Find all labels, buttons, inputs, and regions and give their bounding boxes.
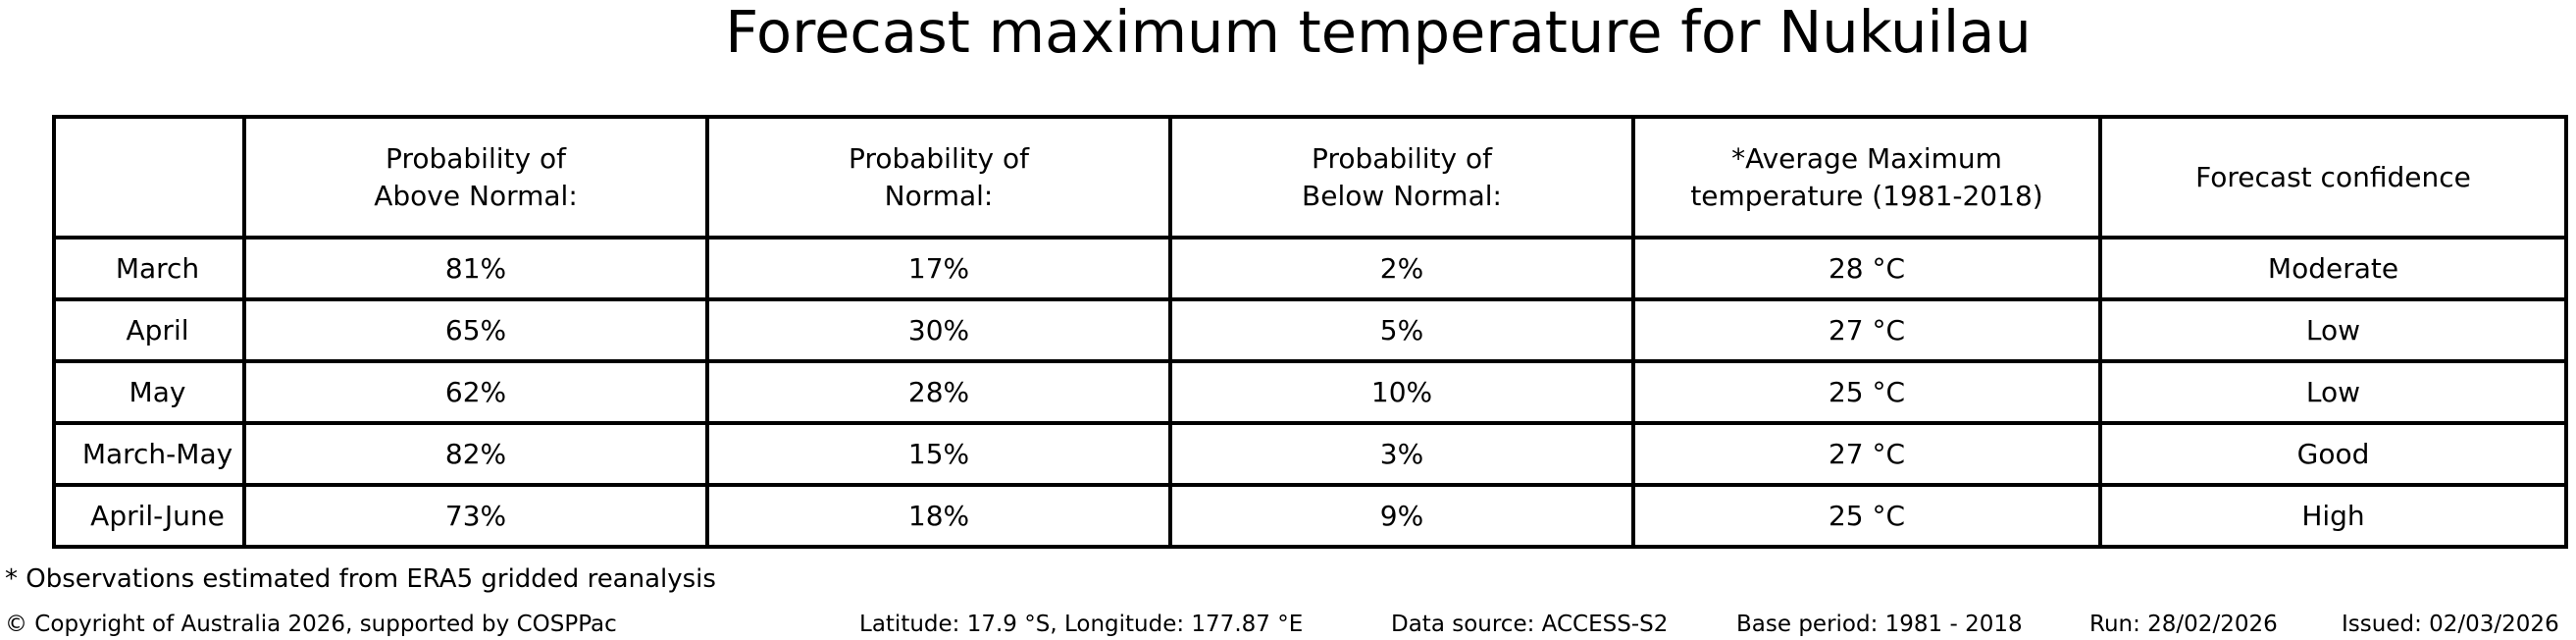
cell-prob-below: 3%: [1168, 421, 1635, 487]
cell-avg-max-temp: 25 °C: [1631, 483, 2102, 549]
table-row-april: April 65% 30% 5% 27 °C Low: [52, 297, 2568, 363]
row-label: May: [52, 359, 246, 425]
column-header-prob-normal: Probability of Normal:: [705, 115, 1172, 240]
row-label: March: [52, 236, 246, 301]
cell-forecast-confidence: Low: [2098, 359, 2568, 425]
cell-prob-below: 9%: [1168, 483, 1635, 549]
lat-long-text: Latitude: 17.9 °S, Longitude: 177.87 °E: [859, 612, 1304, 637]
cell-avg-max-temp: 27 °C: [1631, 297, 2102, 363]
column-header-avg-max-temp: *Average Maximum temperature (1981-2018): [1631, 115, 2102, 240]
row-label: March-May: [52, 421, 246, 487]
cell-avg-max-temp: 27 °C: [1631, 421, 2102, 487]
cell-prob-above: 65%: [242, 297, 709, 363]
cell-prob-normal: 30%: [705, 297, 1172, 363]
table-row-march: March 81% 17% 2% 28 °C Moderate: [52, 236, 2568, 301]
corner-spacer: [52, 115, 246, 240]
issued-date-text: Issued: 02/03/2026: [2342, 612, 2559, 637]
data-source-text: Data source: ACCESS-S2: [1391, 612, 1669, 637]
row-label: April: [52, 297, 246, 363]
base-period-text: Base period: 1981 - 2018: [1736, 612, 2023, 637]
page-title: Forecast maximum temperature for Nukuila…: [725, 0, 2032, 66]
observations-footnote: * Observations estimated from ERA5 gridd…: [5, 564, 716, 594]
cell-prob-above: 73%: [242, 483, 709, 549]
table-row-may: May 62% 28% 10% 25 °C Low: [52, 359, 2568, 425]
cell-forecast-confidence: Low: [2098, 297, 2568, 363]
cell-forecast-confidence: Good: [2098, 421, 2568, 487]
cell-prob-above: 82%: [242, 421, 709, 487]
cell-forecast-confidence: Moderate: [2098, 236, 2568, 301]
table-row-march-may: March-May 82% 15% 3% 27 °C Good: [52, 421, 2568, 487]
table-row-april-june: April-June 73% 18% 9% 25 °C High: [52, 483, 2568, 549]
column-header-forecast-confidence: Forecast confidence: [2098, 115, 2568, 240]
cell-prob-above: 81%: [242, 236, 709, 301]
run-date-text: Run: 28/02/2026: [2089, 612, 2278, 637]
row-label: April-June: [52, 483, 246, 549]
cell-forecast-confidence: High: [2098, 483, 2568, 549]
cell-prob-below: 10%: [1168, 359, 1635, 425]
cell-prob-below: 5%: [1168, 297, 1635, 363]
column-header-prob-below: Probability of Below Normal:: [1168, 115, 1635, 240]
column-header-prob-above: Probability of Above Normal:: [242, 115, 709, 240]
cell-avg-max-temp: 25 °C: [1631, 359, 2102, 425]
cell-prob-normal: 17%: [705, 236, 1172, 301]
cell-prob-normal: 18%: [705, 483, 1172, 549]
table-header-row: Probability of Above Normal: Probability…: [52, 115, 2568, 240]
cell-avg-max-temp: 28 °C: [1631, 236, 2102, 301]
forecast-table: Probability of Above Normal: Probability…: [52, 115, 2568, 549]
cell-prob-normal: 15%: [705, 421, 1172, 487]
cell-prob-normal: 28%: [705, 359, 1172, 425]
copyright-text: © Copyright of Australia 2026, supported…: [5, 612, 617, 637]
cell-prob-above: 62%: [242, 359, 709, 425]
cell-prob-below: 2%: [1168, 236, 1635, 301]
